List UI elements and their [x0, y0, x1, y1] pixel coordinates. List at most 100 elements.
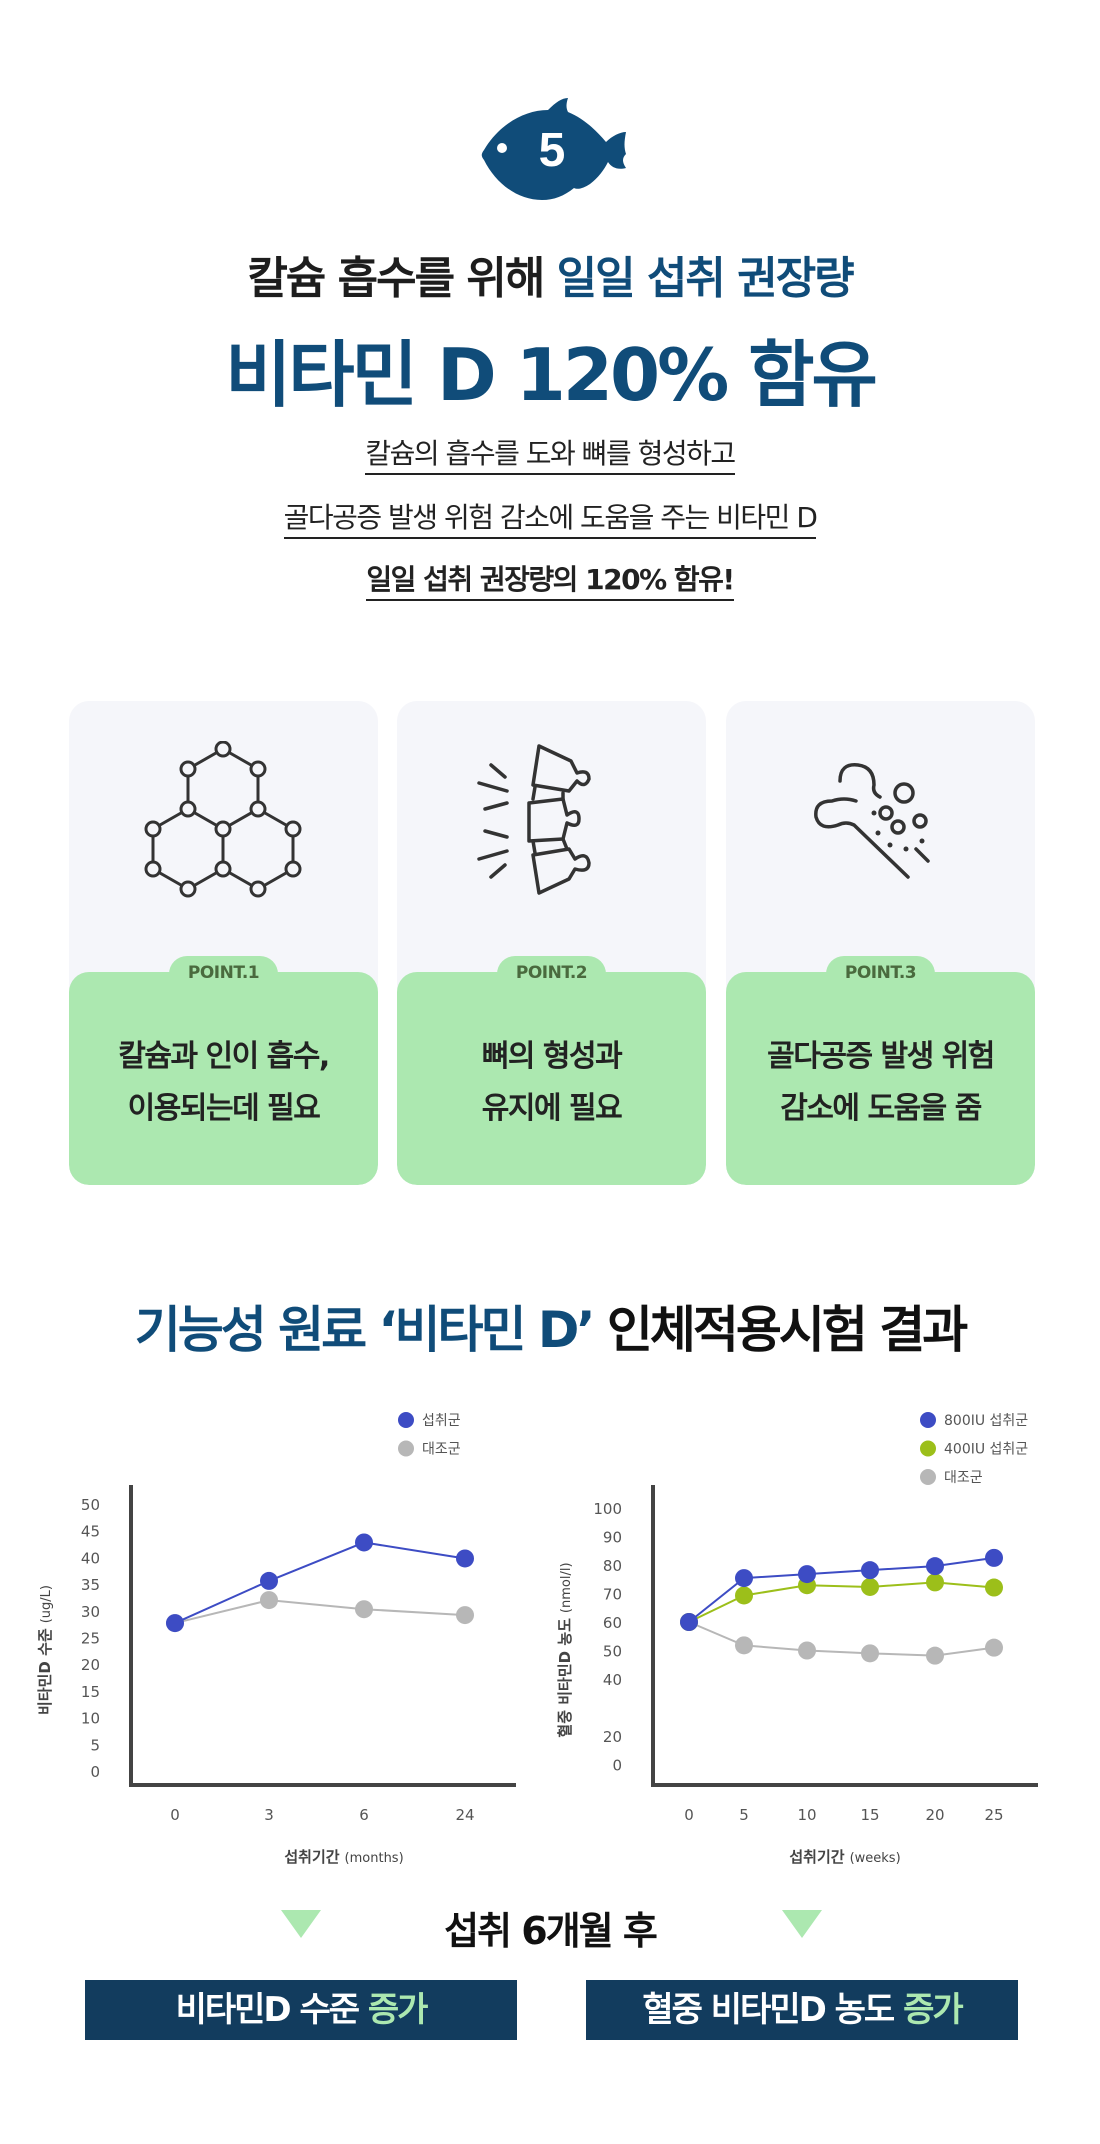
headline-line1: 칼슘 흡수를 위해 일일 섭취 권장량	[0, 242, 1100, 306]
y-axis-label: 혈중 비타민D 농도	[556, 1618, 574, 1738]
result-accent: 증가	[367, 1990, 429, 2030]
data-point	[926, 1646, 944, 1665]
x-tick-label: 0	[170, 1806, 180, 1824]
broken-bone-icon	[814, 763, 930, 879]
data-point	[355, 1600, 373, 1619]
y-tick-label: 60	[603, 1614, 622, 1632]
series-line-2	[688, 1621, 995, 1657]
data-point	[926, 1573, 944, 1592]
headline-dark-text: 칼슘 흡수를 위해	[247, 253, 557, 304]
y-tick-label: 40	[603, 1671, 622, 1689]
y-tick-label: 20	[603, 1728, 622, 1746]
x-tick-label: 24	[455, 1806, 474, 1824]
headline-accent-text: 일일 섭취 권장량	[556, 253, 855, 304]
x-tick-label: 5	[739, 1806, 749, 1824]
point-card-1: POINT.1 칼슘과 인이 흡수, 이용되는데 필요	[69, 701, 378, 1185]
down-arrow-icon	[782, 1910, 822, 1938]
data-point	[861, 1644, 879, 1663]
point-text: 칼슘과 인이 흡수, 이용되는데 필요	[69, 1031, 378, 1135]
description-text: 일일 섭취 권장량의 120% 함유!	[366, 563, 735, 601]
data-point	[861, 1561, 879, 1580]
point-text-line: 유지에 필요	[481, 1091, 623, 1126]
y-tick-label: 25	[81, 1630, 100, 1648]
x-axis-label: 섭취기간	[789, 1848, 844, 1866]
x-tick-label: 3	[264, 1806, 274, 1824]
section-title-accent: 기능성 원료 ‘비타민 D’	[134, 1301, 596, 1359]
data-point	[798, 1565, 816, 1584]
data-point	[926, 1557, 944, 1576]
point-panel	[69, 972, 378, 1185]
badge-number: 5	[539, 124, 566, 177]
x-tick-label: 10	[797, 1806, 816, 1824]
after-6-months-label: 섭취 6개월 후	[444, 1909, 658, 1953]
fish-badge-icon: 5	[481, 98, 626, 200]
x-axis-title: 섭취기간 (weeks)	[789, 1848, 900, 1866]
y-tick-label: 100	[593, 1500, 622, 1518]
y-tick-label: 15	[81, 1683, 100, 1701]
y-tick-label: 20	[81, 1656, 100, 1674]
legend-label: 대조군	[422, 1442, 461, 1458]
data-point	[985, 1638, 1003, 1657]
series-line-0	[174, 1541, 466, 1624]
point-label: POINT.1	[187, 963, 260, 983]
point-panel	[726, 972, 1035, 1185]
y-tick-label: 30	[81, 1603, 100, 1621]
data-point	[166, 1614, 184, 1633]
data-point	[735, 1586, 753, 1605]
legend-label: 섭취군	[422, 1413, 461, 1429]
y-tick-label: 5	[90, 1736, 100, 1754]
data-point	[985, 1578, 1003, 1597]
spine-icon	[477, 744, 591, 895]
data-point	[861, 1577, 879, 1596]
result-box-2: 혈중 비타민D 농도 증가	[586, 1980, 1018, 2040]
x-tick-label: 6	[359, 1806, 369, 1824]
x-axis-title: 섭취기간 (months)	[284, 1848, 403, 1866]
molecule-icon	[144, 741, 302, 898]
series-line-1	[688, 1581, 995, 1623]
data-point	[456, 1549, 474, 1568]
point-panel	[397, 972, 706, 1185]
down-arrow-icon	[281, 1910, 321, 1938]
point-text-line: 감소에 도움을 줌	[780, 1091, 982, 1126]
point-tab	[169, 956, 278, 996]
point-text-line: 뼈의 형성과	[481, 1039, 623, 1074]
point-label: POINT.3	[844, 963, 917, 983]
x-axis-label: 섭취기간	[284, 1848, 339, 1866]
data-point	[260, 1591, 278, 1610]
headline-line2: 비타민 D 120% 함유	[225, 333, 878, 417]
x-axis-unit: (months)	[345, 1851, 404, 1866]
x-axis-unit: (weeks)	[850, 1851, 901, 1866]
legend-marker	[398, 1440, 414, 1457]
data-point	[985, 1548, 1003, 1567]
data-point	[735, 1636, 753, 1655]
y-tick-label: 10	[81, 1710, 100, 1728]
legend-marker	[920, 1412, 936, 1428]
data-point	[355, 1533, 373, 1552]
data-point	[260, 1571, 278, 1590]
legend-label: 400IU 섭취군	[944, 1442, 1028, 1458]
y-tick-label: 35	[81, 1576, 100, 1594]
legend-label: 800IU 섭취군	[944, 1413, 1028, 1429]
description-text: 골다공증 발생 위험 감소에 도움을 주는 비타민 D	[283, 501, 818, 539]
y-axis-label: 비타민D 수준	[36, 1628, 54, 1715]
data-point	[735, 1569, 753, 1588]
y-axis-unit: (ug/L)	[39, 1585, 54, 1623]
point-tab	[497, 956, 606, 996]
point-text-line: 골다공증 발생 위험	[767, 1039, 995, 1074]
point-text-line: 칼슘과 인이 흡수,	[118, 1039, 330, 1074]
point-label: POINT.2	[515, 963, 588, 983]
y-axis-title: 혈중 비타민D 농도 (nmol/l)	[556, 1562, 574, 1737]
section-title-dark: 인체적용시험 결과	[592, 1301, 968, 1359]
y-tick-label: 45	[81, 1523, 100, 1541]
legend-marker	[920, 1440, 936, 1457]
y-tick-label: 0	[90, 1763, 100, 1781]
data-point	[680, 1613, 698, 1631]
y-tick-label: 90	[603, 1529, 622, 1547]
section-title: 기능성 원료 ‘비타민 D’ 인체적용시험 결과	[0, 1290, 1100, 1362]
y-axis-title: 비타민D 수준 (ug/L)	[36, 1585, 54, 1715]
data-point	[798, 1641, 816, 1660]
